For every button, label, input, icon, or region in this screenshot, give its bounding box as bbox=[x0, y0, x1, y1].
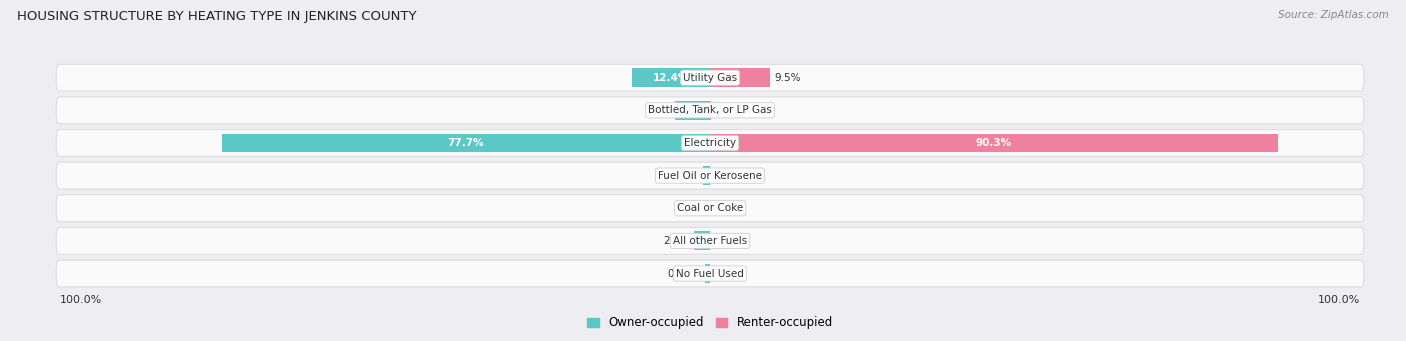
Bar bbox=[703, 166, 710, 185]
Legend: Owner-occupied, Renter-occupied: Owner-occupied, Renter-occupied bbox=[582, 312, 838, 334]
Text: Coal or Coke: Coal or Coke bbox=[676, 203, 744, 213]
Text: 5.5%: 5.5% bbox=[644, 105, 671, 115]
Text: Fuel Oil or Kerosene: Fuel Oil or Kerosene bbox=[658, 170, 762, 181]
Text: 77.7%: 77.7% bbox=[447, 138, 484, 148]
Text: 0.0%: 0.0% bbox=[720, 170, 745, 181]
Text: 0.77%: 0.77% bbox=[668, 268, 700, 279]
Text: 0.0%: 0.0% bbox=[675, 203, 700, 213]
Text: HOUSING STRUCTURE BY HEATING TYPE IN JENKINS COUNTY: HOUSING STRUCTURE BY HEATING TYPE IN JEN… bbox=[17, 10, 416, 23]
Text: All other Fuels: All other Fuels bbox=[673, 236, 747, 246]
Bar bbox=[222, 134, 710, 152]
FancyBboxPatch shape bbox=[56, 130, 1364, 157]
Bar bbox=[710, 134, 1278, 152]
Bar bbox=[706, 264, 710, 283]
FancyBboxPatch shape bbox=[56, 195, 1364, 222]
FancyBboxPatch shape bbox=[56, 260, 1364, 287]
Bar bbox=[633, 68, 710, 87]
Text: Source: ZipAtlas.com: Source: ZipAtlas.com bbox=[1278, 10, 1389, 20]
Bar bbox=[675, 101, 710, 120]
FancyBboxPatch shape bbox=[56, 162, 1364, 189]
Text: No Fuel Used: No Fuel Used bbox=[676, 268, 744, 279]
Text: 90.3%: 90.3% bbox=[976, 138, 1012, 148]
Text: 2.5%: 2.5% bbox=[662, 236, 689, 246]
Text: 0.0%: 0.0% bbox=[720, 236, 745, 246]
Text: Electricity: Electricity bbox=[683, 138, 737, 148]
Text: Bottled, Tank, or LP Gas: Bottled, Tank, or LP Gas bbox=[648, 105, 772, 115]
FancyBboxPatch shape bbox=[56, 97, 1364, 124]
Bar bbox=[695, 232, 710, 250]
Text: 0.0%: 0.0% bbox=[720, 268, 745, 279]
FancyBboxPatch shape bbox=[56, 227, 1364, 254]
Text: 9.5%: 9.5% bbox=[775, 73, 801, 83]
Text: 1.1%: 1.1% bbox=[672, 170, 699, 181]
Text: 12.4%: 12.4% bbox=[652, 73, 689, 83]
Text: 0.18%: 0.18% bbox=[716, 105, 749, 115]
Bar bbox=[710, 68, 769, 87]
FancyBboxPatch shape bbox=[56, 64, 1364, 91]
Text: Utility Gas: Utility Gas bbox=[683, 73, 737, 83]
Text: 0.0%: 0.0% bbox=[720, 203, 745, 213]
